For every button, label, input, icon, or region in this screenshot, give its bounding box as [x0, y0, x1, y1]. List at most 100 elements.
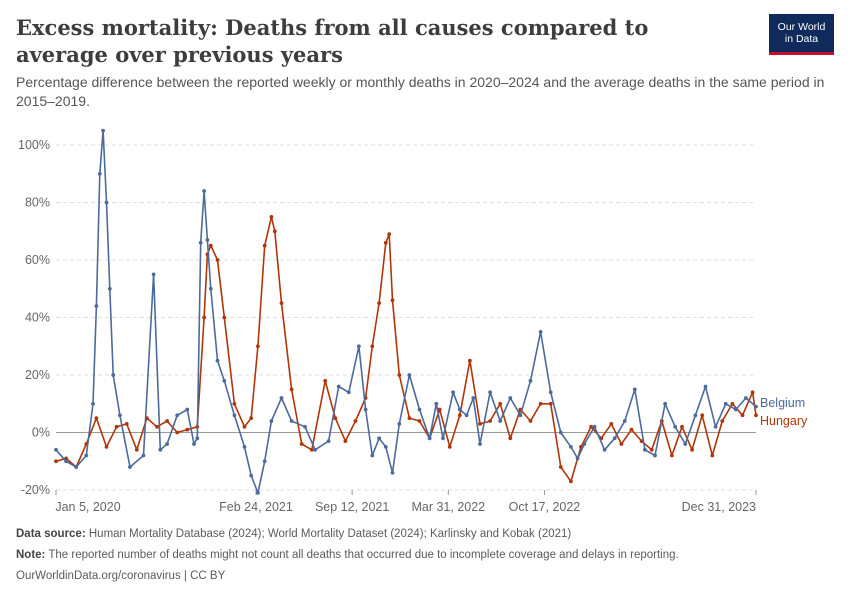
- data-point-belgium[interactable]: [269, 419, 274, 423]
- data-point-hungary[interactable]: [700, 413, 705, 418]
- data-point-belgium[interactable]: [54, 447, 58, 452]
- data-point-hungary[interactable]: [558, 465, 563, 469]
- data-point-belgium[interactable]: [84, 453, 89, 458]
- data-point-belgium[interactable]: [528, 378, 533, 383]
- data-point-belgium[interactable]: [101, 128, 105, 133]
- data-point-belgium[interactable]: [754, 404, 758, 409]
- data-point-belgium[interactable]: [91, 401, 95, 406]
- data-point-belgium[interactable]: [457, 407, 462, 412]
- data-point-hungary[interactable]: [256, 344, 260, 349]
- data-point-hungary[interactable]: [249, 416, 254, 420]
- data-point-belgium[interactable]: [451, 390, 455, 395]
- data-point-belgium[interactable]: [417, 407, 422, 412]
- data-point-belgium[interactable]: [118, 413, 122, 418]
- data-point-belgium[interactable]: [74, 465, 79, 469]
- data-point-hungary[interactable]: [242, 424, 247, 429]
- data-point-belgium[interactable]: [518, 413, 523, 418]
- data-point-hungary[interactable]: [750, 390, 755, 395]
- data-point-hungary[interactable]: [272, 229, 277, 234]
- data-point-hungary[interactable]: [468, 358, 472, 363]
- data-point-belgium[interactable]: [441, 436, 445, 441]
- data-point-hungary[interactable]: [387, 232, 392, 237]
- data-point-belgium[interactable]: [397, 422, 402, 426]
- data-point-hungary[interactable]: [124, 422, 129, 426]
- data-point-belgium[interactable]: [653, 453, 657, 458]
- data-point-belgium[interactable]: [208, 286, 213, 291]
- data-point-hungary[interactable]: [680, 424, 684, 429]
- data-point-belgium[interactable]: [363, 407, 368, 412]
- data-point-hungary[interactable]: [104, 445, 109, 449]
- data-point-hungary[interactable]: [165, 419, 170, 423]
- data-point-belgium[interactable]: [158, 447, 163, 452]
- data-point-hungary[interactable]: [508, 436, 513, 441]
- site-link[interactable]: OurWorldinData.org/coronavirus: [16, 570, 181, 582]
- data-point-hungary[interactable]: [457, 413, 462, 418]
- data-point-belgium[interactable]: [141, 453, 146, 458]
- data-point-hungary[interactable]: [740, 413, 745, 418]
- legend-label-hungary[interactable]: Hungary: [760, 414, 808, 428]
- data-point-belgium[interactable]: [326, 439, 331, 443]
- data-point-belgium[interactable]: [289, 419, 294, 423]
- data-point-hungary[interactable]: [528, 419, 533, 423]
- data-point-belgium[interactable]: [498, 419, 503, 423]
- data-point-hungary[interactable]: [353, 419, 358, 423]
- data-point-hungary[interactable]: [720, 419, 725, 423]
- data-point-hungary[interactable]: [323, 378, 328, 383]
- data-point-hungary[interactable]: [202, 315, 207, 320]
- data-point-hungary[interactable]: [377, 301, 381, 305]
- data-point-belgium[interactable]: [192, 442, 196, 446]
- data-point-hungary[interactable]: [649, 447, 654, 452]
- data-point-belgium[interactable]: [622, 419, 627, 423]
- data-point-hungary[interactable]: [208, 243, 213, 248]
- data-point-belgium[interactable]: [202, 189, 207, 193]
- data-point-belgium[interactable]: [185, 407, 190, 412]
- data-point-belgium[interactable]: [97, 171, 102, 176]
- data-point-belgium[interactable]: [464, 413, 469, 418]
- data-point-hungary[interactable]: [569, 479, 573, 484]
- data-point-belgium[interactable]: [205, 238, 210, 242]
- data-point-belgium[interactable]: [632, 387, 637, 392]
- data-point-hungary[interactable]: [262, 243, 267, 248]
- data-point-belgium[interactable]: [111, 373, 116, 377]
- data-point-belgium[interactable]: [548, 390, 553, 395]
- data-point-belgium[interactable]: [434, 401, 439, 406]
- data-point-hungary[interactable]: [754, 413, 758, 418]
- data-point-belgium[interactable]: [713, 424, 718, 429]
- data-point-hungary[interactable]: [478, 422, 482, 426]
- data-point-belgium[interactable]: [744, 396, 748, 400]
- data-point-hungary[interactable]: [279, 301, 284, 305]
- data-point-belgium[interactable]: [427, 436, 432, 441]
- data-point-belgium[interactable]: [471, 396, 476, 400]
- data-point-belgium[interactable]: [249, 473, 254, 478]
- data-point-belgium[interactable]: [262, 459, 267, 464]
- data-point-belgium[interactable]: [582, 442, 587, 446]
- data-point-hungary[interactable]: [589, 424, 593, 429]
- data-point-belgium[interactable]: [538, 330, 543, 334]
- data-point-belgium[interactable]: [602, 447, 607, 452]
- data-point-hungary[interactable]: [437, 407, 442, 412]
- data-point-belgium[interactable]: [370, 453, 375, 458]
- data-point-belgium[interactable]: [733, 407, 738, 412]
- owid-logo[interactable]: Our World in Data: [769, 14, 834, 55]
- license-link[interactable]: CC BY: [190, 570, 226, 582]
- data-point-hungary[interactable]: [222, 315, 227, 320]
- data-point-hungary[interactable]: [730, 401, 735, 406]
- data-point-hungary[interactable]: [232, 401, 237, 406]
- series-line-belgium[interactable]: [55, 129, 757, 494]
- data-point-belgium[interactable]: [198, 240, 203, 245]
- data-point-hungary[interactable]: [215, 258, 220, 262]
- data-point-belgium[interactable]: [643, 447, 647, 452]
- data-point-belgium[interactable]: [195, 436, 200, 441]
- data-point-hungary[interactable]: [54, 459, 58, 464]
- data-point-belgium[interactable]: [592, 424, 597, 429]
- data-point-hungary[interactable]: [114, 424, 119, 429]
- data-point-belgium[interactable]: [222, 378, 227, 383]
- data-point-belgium[interactable]: [242, 445, 247, 449]
- data-point-belgium[interactable]: [508, 396, 513, 400]
- data-point-hungary[interactable]: [343, 439, 348, 443]
- data-point-belgium[interactable]: [303, 424, 307, 429]
- data-point-belgium[interactable]: [165, 442, 170, 446]
- data-point-belgium[interactable]: [383, 445, 388, 449]
- data-point-belgium[interactable]: [612, 436, 617, 441]
- data-point-belgium[interactable]: [175, 413, 180, 418]
